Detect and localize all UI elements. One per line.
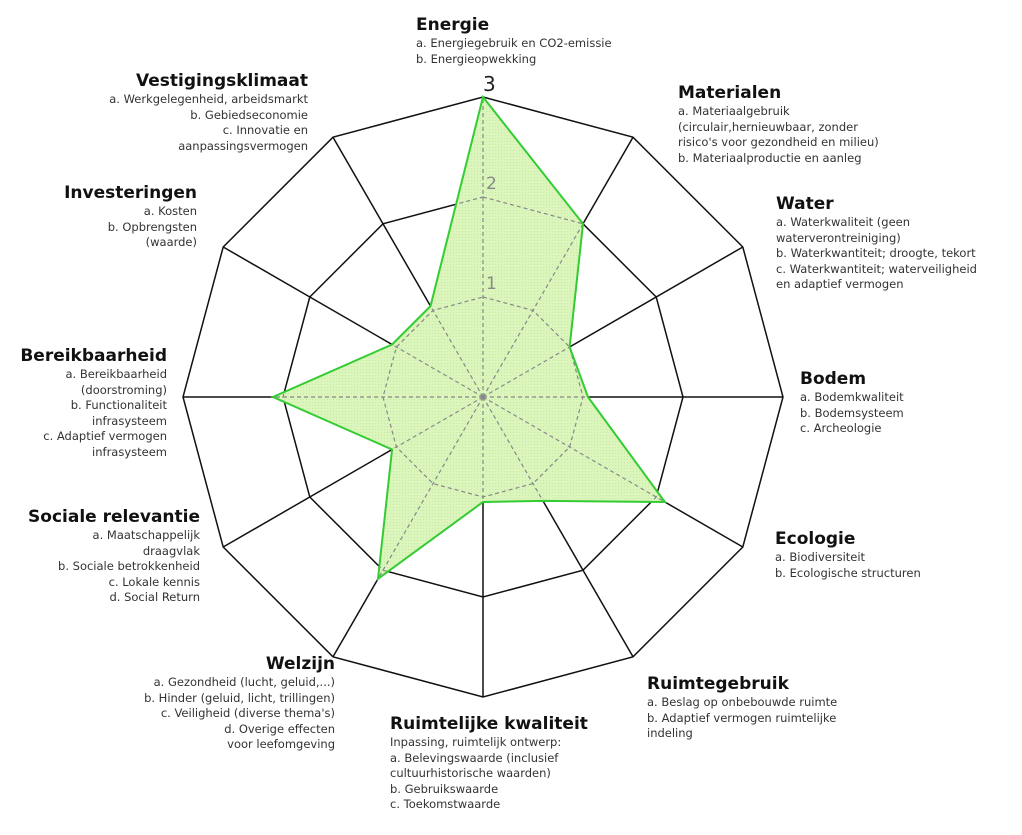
axis-subitem: indeling	[647, 726, 693, 741]
axis-title: Sociale relevantie	[28, 507, 200, 527]
axis-subitem: c. Toekomstwaarde	[390, 797, 501, 812]
axis-subitem: b. Opbrengsten	[107, 219, 197, 234]
axis-subitem: a. Biodiversiteit	[775, 550, 866, 564]
axis-subitem: d. Social Return	[109, 590, 200, 605]
axis-title: Investeringen	[64, 183, 197, 203]
axis-subitem: a. Bereikbaarheid	[65, 367, 167, 381]
axis-subitem: a. Beslag op onbebouwde ruimte	[647, 695, 838, 709]
axis-subitem: a. Materiaalgebruik	[678, 104, 790, 118]
axis-title: Bodem	[800, 369, 867, 389]
axis-label-sociale-relevantie: Sociale relevantie a. Maatschappelijk draa…	[28, 506, 200, 606]
axis-subitem: voor leefomgeving	[227, 737, 335, 752]
axis-title: Welzijn	[265, 654, 335, 674]
axis-subitem: a. Bodemkwaliteit	[800, 390, 904, 404]
axis-title: Ecologie	[775, 529, 856, 549]
axis-label-investeringen: Investeringen a. Kosten b. Opbrengsten (waa…	[64, 182, 197, 251]
axis-line-dashed	[482, 136, 634, 398]
axis-subitem: b. Gebruikswaarde	[390, 781, 499, 796]
axis-label-welzijn: Welzijn a. Gezondheid (lucht, geluid,...)…	[144, 653, 335, 753]
axis-subitem: b. Waterkwantiteit; droogte, tekort	[776, 246, 976, 261]
axis-subitem: b. Hinder (geluid, licht, trillingen)	[144, 690, 335, 705]
axis-subitem: a. Maatschappelijk	[92, 528, 200, 542]
axis-subitem: c. Innovatie en	[222, 123, 308, 138]
axis-subitem: d. Overige effecten	[224, 721, 335, 736]
axis-label-ecologie: Ecologie a. Biodiversiteit b. Ecologische …	[775, 528, 921, 581]
axis-subitem: (doorstroming)	[80, 382, 167, 397]
axis-subitem: c. Archeologie	[800, 421, 882, 436]
axis-subitem: (circulair,hernieuwbaar, zonder	[678, 119, 858, 134]
axis-subitem: c. Adaptief vermogen	[43, 429, 167, 444]
axis-subitem: a. Waterkwaliteit (geen	[776, 215, 911, 229]
axis-subitem: en adaptief vermogen	[776, 277, 904, 292]
axis-line-dashed	[332, 396, 484, 579]
axis-subitem: b. Gebiedseconomie	[190, 107, 308, 122]
axis-title: Water	[776, 194, 834, 214]
axis-title: Energie	[416, 15, 490, 35]
axis-subitem: b. Adaptief vermogen ruimtelijke	[647, 710, 837, 725]
axis-subitem: a. Gezondheid (lucht, geluid,...)	[153, 675, 335, 689]
axis-title: Ruimtegebruik	[647, 674, 789, 694]
axis-subitem: a. Energiegebruik en CO2-emissie	[416, 36, 612, 50]
axis-subitem: risico's voor gezondheid en milieu)	[678, 135, 879, 150]
axis-label-energie: Energie a. Energiegebruik en CO2-emissie b…	[416, 14, 612, 67]
axis-subitem: cultuurhistorische waarden)	[390, 766, 551, 781]
tick-label-3: 3	[483, 72, 496, 96]
axis-subitem: infrasysteem	[92, 413, 167, 428]
axis-subitem: draagvlak	[142, 543, 200, 558]
axis-label-bereikbaarheid: Bereikbaarheid a. Bereikbaarheid (doorstro…	[20, 345, 167, 461]
axis-title: Materialen	[678, 83, 782, 103]
axis-subitem: (waarde)	[145, 235, 197, 250]
radial-tick-labels: 1 2 3	[483, 72, 497, 294]
axis-subitem: b. Materiaalproductie en aanleg	[678, 150, 862, 165]
axis-label-ruimtegebruik: Ruimtegebruik a. Beslag op onbebouwde rui…	[647, 673, 837, 742]
axis-subitem: infrasysteem	[92, 444, 167, 459]
axis-subitem: c. Veiligheid (diverse thema's)	[160, 706, 335, 721]
axis-label-bodem: Bodem a. Bodemkwaliteit b. Bodemsysteem c. …	[800, 368, 904, 437]
axis-subitem: a. Werkgelegenheid, arbeidsmarkt	[109, 92, 308, 106]
axis-label-water: Water a. Waterkwaliteit (geen waterverontr…	[776, 193, 977, 293]
axis-subitem: b. Ecologische structuren	[775, 565, 921, 580]
axis-subitem: b. Sociale betrokkenheid	[58, 559, 200, 574]
tick-label-2: 2	[486, 174, 497, 194]
axis-subitem: b. Functionaliteit	[70, 398, 167, 413]
axis-title: Vestigingsklimaat	[136, 71, 308, 91]
axis-subitem: a. Kosten	[143, 204, 197, 218]
data-area	[273, 97, 665, 579]
axis-line-dashed	[482, 396, 665, 548]
axis-subitem: waterverontreiniging)	[776, 230, 901, 245]
axis-label-vestigingsklimaat: Vestigingsklimaat a. Werkgelegenheid, arb…	[109, 70, 308, 154]
axis-subitem: b. Energieopwekking	[416, 51, 537, 66]
axis-title: Ruimtelijke kwaliteit	[390, 714, 588, 734]
axis-subitem: c. Lokale kennis	[108, 574, 200, 589]
axis-subitem: aanpassingsvermogen	[178, 138, 308, 153]
axis-subitem: a. Belevingswaarde (inclusief	[390, 750, 559, 765]
axis-subitem: c. Waterkwantiteit; waterveiligheid	[776, 261, 977, 276]
tick-label-1: 1	[486, 274, 497, 294]
axis-subitem: b. Bodemsysteem	[800, 405, 904, 420]
axis-label-materialen: Materialen a. Materiaalgebruik (circulair,…	[678, 82, 879, 166]
axis-subitem: Inpassing, ruimtelijk ontwerp:	[390, 735, 562, 749]
axis-title: Bereikbaarheid	[20, 346, 167, 366]
axis-label-ruimtelijke-kwaliteit: Ruimtelijke kwaliteit Inpassing, ruimteli…	[390, 713, 588, 813]
